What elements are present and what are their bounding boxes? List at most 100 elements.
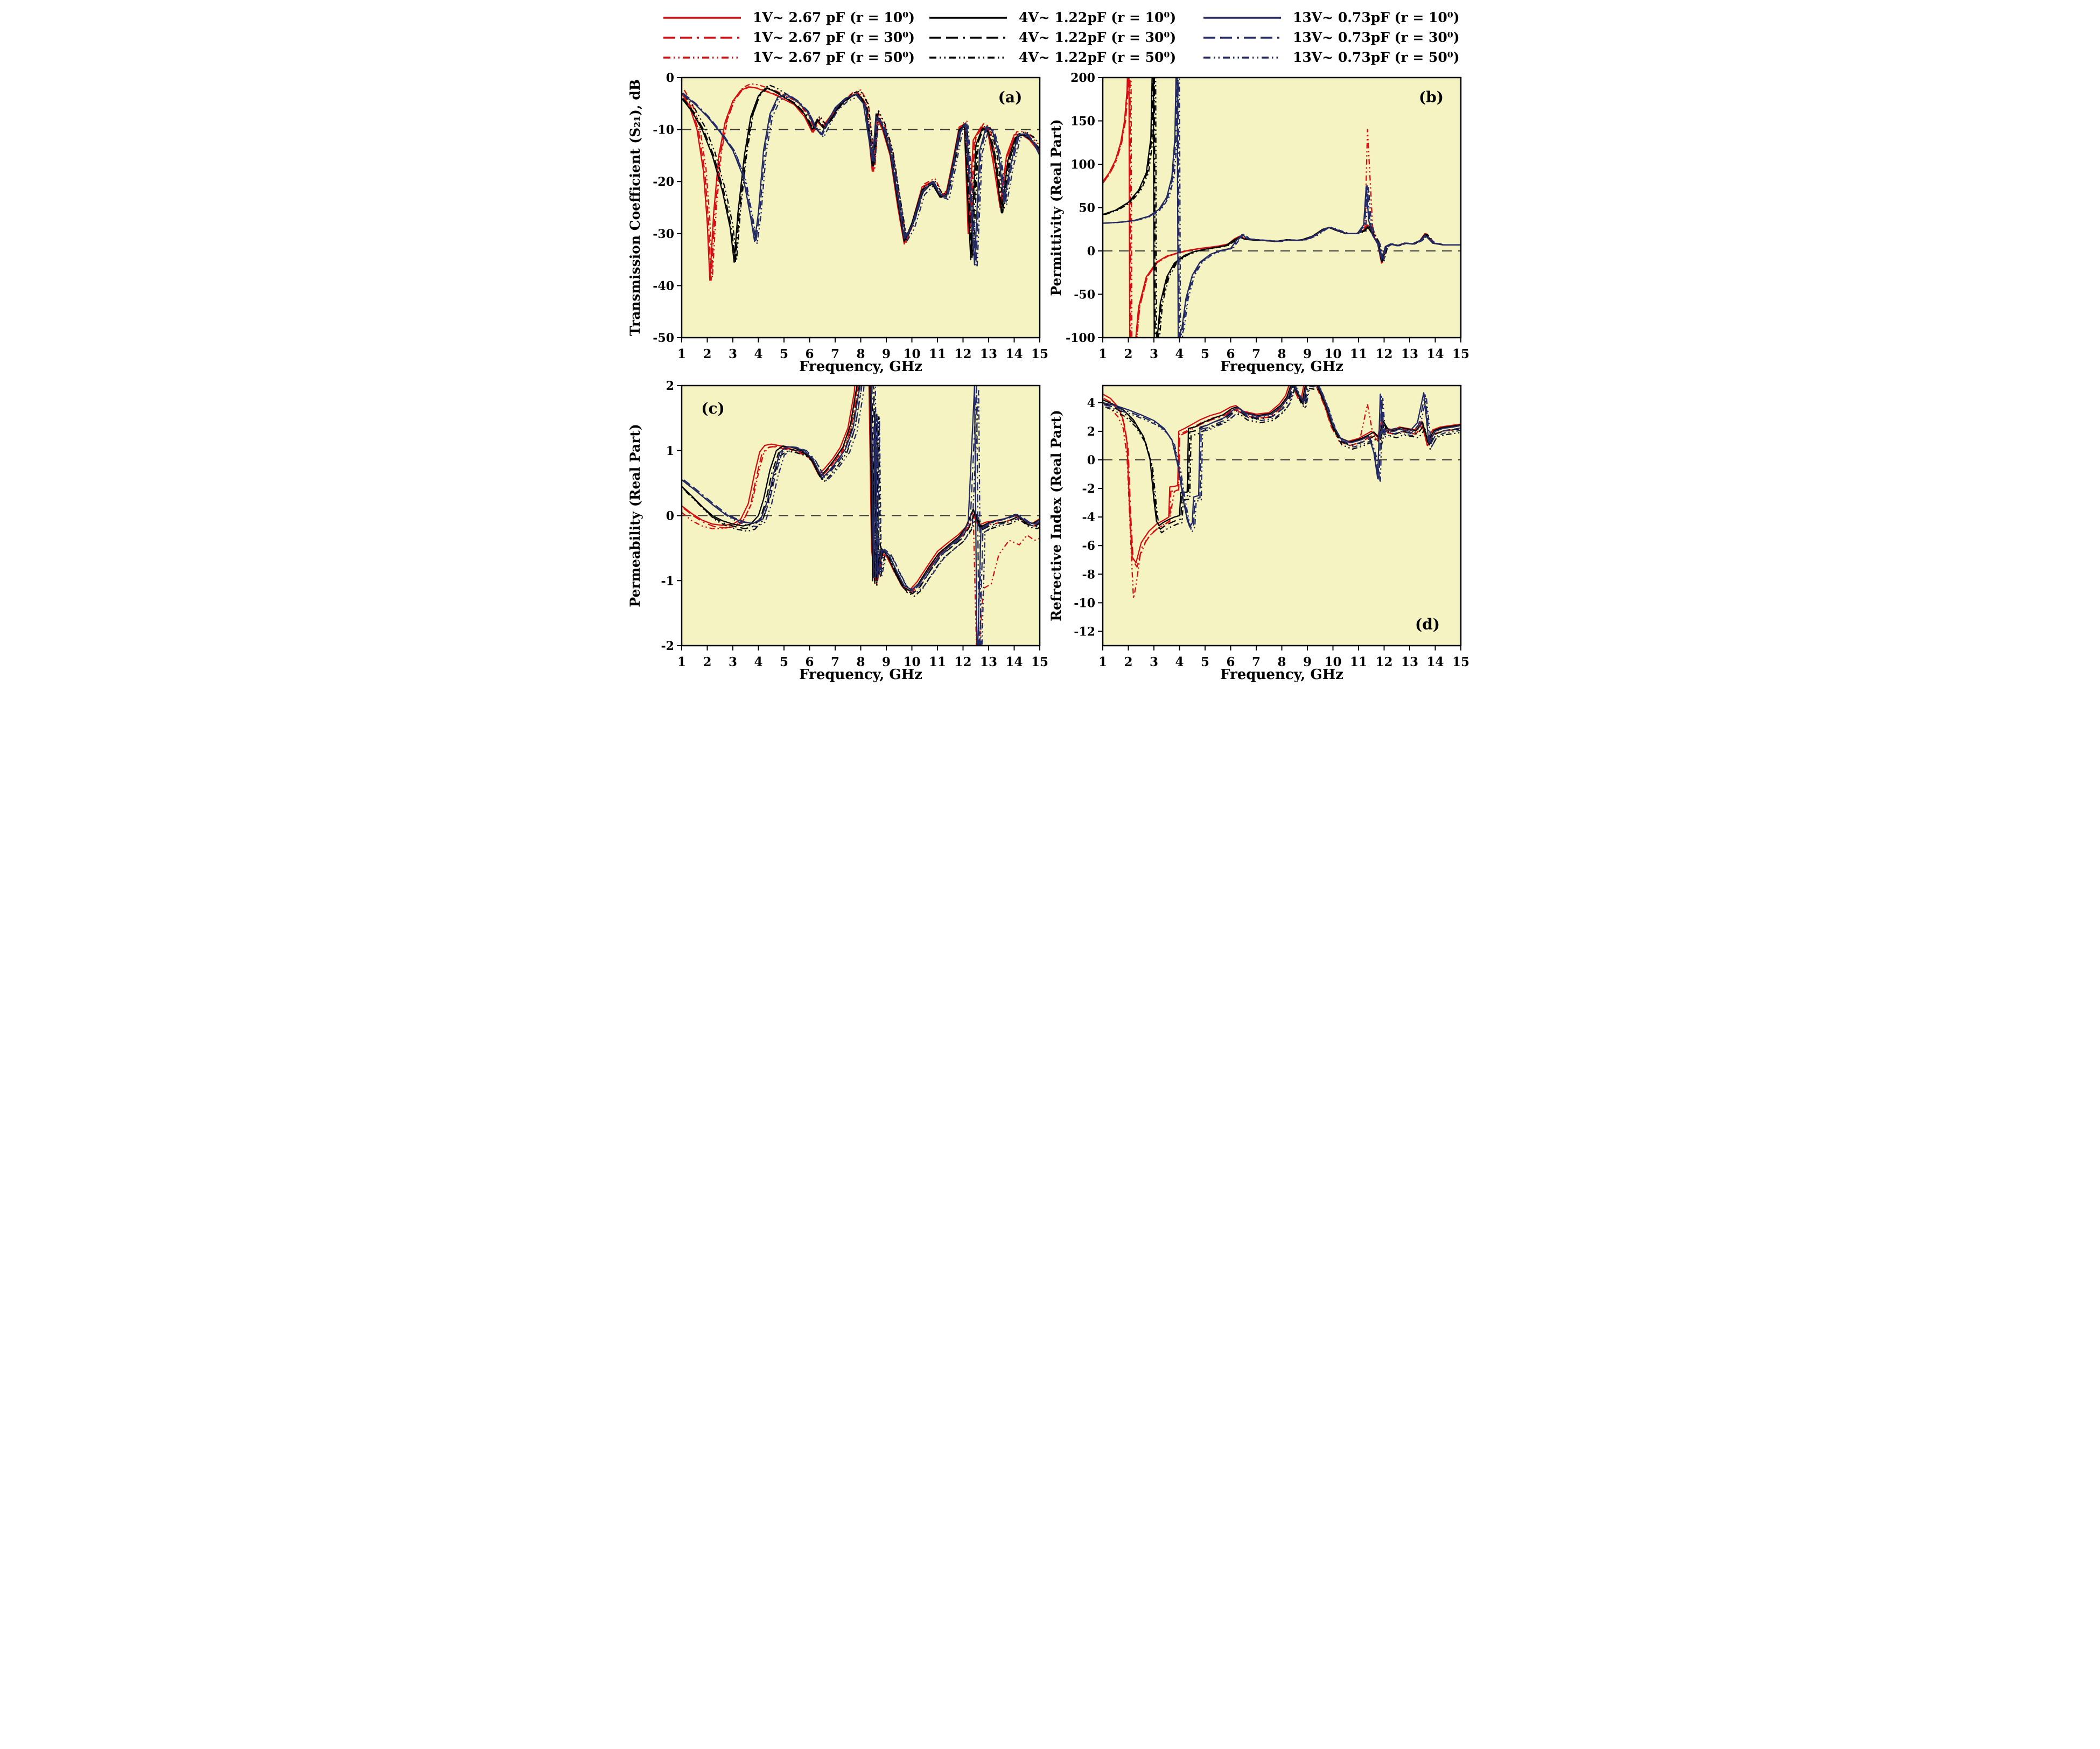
- svg-text:7: 7: [1252, 347, 1261, 361]
- svg-text:9: 9: [1303, 655, 1312, 669]
- legend-line-sample-icon: [929, 56, 1007, 59]
- svg-text:-2: -2: [661, 639, 674, 653]
- svg-text:-6: -6: [1082, 539, 1095, 553]
- svg-text:50: 50: [1079, 201, 1095, 215]
- svg-text:-50: -50: [1074, 288, 1095, 302]
- svg-text:1: 1: [1098, 655, 1107, 669]
- svg-text:150: 150: [1070, 115, 1095, 129]
- svg-text:11: 11: [929, 655, 946, 669]
- svg-text:11: 11: [929, 347, 946, 361]
- svg-text:(a): (a): [998, 88, 1023, 106]
- svg-text:Frequency, GHz: Frequency, GHz: [1220, 359, 1343, 375]
- svg-text:0: 0: [1087, 453, 1095, 467]
- svg-text:4: 4: [1175, 655, 1184, 669]
- legend-item: 13V~ 0.73pF (r = 10⁰): [1202, 10, 1493, 25]
- svg-text:-12: -12: [1074, 625, 1095, 639]
- svg-text:15: 15: [1031, 655, 1048, 669]
- chart-b-canvas: 1 2 3 4 5 6 7 8 9 10 11 12 13 14 15200150100500-50-100…: [1049, 71, 1469, 375]
- svg-text:1: 1: [666, 444, 674, 458]
- svg-text:6: 6: [805, 655, 814, 669]
- legend-line-sample-icon: [1203, 56, 1281, 59]
- svg-text:1: 1: [677, 347, 686, 361]
- legend-line-sample-icon: [663, 56, 741, 59]
- svg-text:5: 5: [1201, 655, 1209, 669]
- svg-text:9: 9: [1303, 347, 1312, 361]
- svg-text:1: 1: [1098, 347, 1107, 361]
- svg-text:3: 3: [729, 347, 737, 361]
- svg-text:-4: -4: [1082, 510, 1095, 524]
- svg-text:14: 14: [1426, 347, 1444, 361]
- legend-label: 1V~ 2.67 pF (r = 50⁰): [753, 50, 915, 65]
- svg-text:-100: -100: [1066, 331, 1095, 345]
- svg-text:5: 5: [780, 655, 788, 669]
- legend-item: 4V~ 1.22pF (r = 10⁰): [928, 10, 1200, 25]
- svg-text:14: 14: [1426, 655, 1444, 669]
- svg-text:3: 3: [1150, 655, 1158, 669]
- svg-text:100: 100: [1070, 158, 1095, 172]
- svg-text:9: 9: [882, 347, 891, 361]
- svg-text:2: 2: [1124, 347, 1132, 361]
- svg-text:2: 2: [703, 347, 711, 361]
- svg-text:Transmission Coefficient (S₂₁): Transmission Coefficient (S₂₁), dB: [628, 79, 643, 336]
- legend-line-sample-icon: [1203, 36, 1281, 39]
- svg-text:-30: -30: [653, 227, 674, 241]
- chart-panel-d: 1 2 3 4 5 6 7 8 9 10 11 12 13 14 15 4 2 0 -2 -4 -6 -8 -10 -12 Fr…: [1049, 379, 1470, 687]
- chart-panel-c: 1 2 3 4 5 6 7 8 9 10 11 12 13 14 15 2 1 0 -1 -2 Frequency, G…: [628, 379, 1049, 687]
- legend-label: 1V~ 2.67 pF (r = 10⁰): [753, 10, 915, 25]
- chart-panel-b: 1 2 3 4 5 6 7 8 9 10 11 12 13 14 15 200 150 100 50 0 -50 -100…: [1049, 71, 1470, 379]
- svg-text:7: 7: [831, 655, 839, 669]
- legend-label: 13V~ 0.73pF (r = 50⁰): [1293, 50, 1460, 65]
- svg-text:2: 2: [703, 655, 711, 669]
- legend-label: 1V~ 2.67 pF (r = 30⁰): [753, 30, 915, 45]
- legend-item: 1V~ 2.67 pF (r = 50⁰): [662, 50, 926, 65]
- svg-text:0: 0: [666, 71, 674, 85]
- chart-panel-a: 1 2 3 4 5 6 7 8 9 10 11 12 13 14 15 0 -10 -20 -30 -40 -50 Fre…: [628, 71, 1049, 379]
- svg-text:11: 11: [1350, 655, 1367, 669]
- svg-text:11: 11: [1350, 347, 1367, 361]
- svg-text:6: 6: [1226, 347, 1235, 361]
- svg-text:2: 2: [1124, 655, 1132, 669]
- svg-text:10: 10: [903, 655, 920, 669]
- figure-root: 1V~ 2.67 pF (r = 10⁰) 4V~ 1.22pF (r = 10…: [628, 0, 1472, 694]
- svg-text:8: 8: [1277, 347, 1286, 361]
- svg-text:-20: -20: [653, 175, 674, 189]
- svg-text:-1: -1: [661, 574, 674, 588]
- svg-text:8: 8: [856, 347, 865, 361]
- svg-text:10: 10: [903, 347, 920, 361]
- svg-text:1: 1: [677, 655, 686, 669]
- svg-text:2: 2: [666, 379, 674, 393]
- svg-text:-40: -40: [653, 279, 674, 293]
- svg-text:Frequency, GHz: Frequency, GHz: [799, 359, 922, 375]
- svg-text:13: 13: [980, 347, 997, 361]
- svg-text:(d): (d): [1415, 615, 1440, 633]
- svg-text:6: 6: [1226, 655, 1235, 669]
- svg-text:10: 10: [1324, 347, 1341, 361]
- legend-line-sample-icon: [929, 16, 1007, 19]
- svg-text:10: 10: [1324, 655, 1341, 669]
- svg-text:9: 9: [882, 655, 891, 669]
- svg-text:8: 8: [1277, 655, 1286, 669]
- legend-line-sample-icon: [929, 36, 1007, 39]
- svg-text:200: 200: [1070, 71, 1095, 85]
- legend-label: 4V~ 1.22pF (r = 50⁰): [1019, 50, 1177, 65]
- svg-text:Permeability (Real Part): Permeability (Real Part): [628, 424, 643, 607]
- svg-text:7: 7: [831, 347, 839, 361]
- svg-text:13: 13: [1401, 347, 1418, 361]
- chart-d-canvas: 1 2 3 4 5 6 7 8 9 10 11 12 13 14 15420-2-4-6-8-10-12Fr…: [1049, 384, 1469, 683]
- chart-a-canvas: 1 2 3 4 5 6 7 8 9 10 11 12 13 14 150-10-20-30-40-50Fre…: [628, 71, 1048, 375]
- legend-line-sample-icon: [1203, 16, 1281, 19]
- svg-text:15: 15: [1452, 655, 1469, 669]
- svg-text:4: 4: [754, 655, 762, 669]
- svg-text:-10: -10: [1074, 596, 1095, 610]
- legend-line-sample-icon: [663, 36, 741, 39]
- svg-text:15: 15: [1452, 347, 1469, 361]
- legend-label: 4V~ 1.22pF (r = 10⁰): [1019, 10, 1177, 25]
- svg-text:-50: -50: [653, 331, 674, 345]
- legend: 1V~ 2.67 pF (r = 10⁰) 4V~ 1.22pF (r = 10…: [628, 3, 1472, 71]
- svg-text:8: 8: [856, 655, 865, 669]
- svg-text:-10: -10: [653, 123, 674, 137]
- legend-item: 4V~ 1.22pF (r = 30⁰): [928, 30, 1200, 45]
- svg-text:Frequency, GHz: Frequency, GHz: [1220, 667, 1343, 683]
- svg-text:7: 7: [1252, 655, 1261, 669]
